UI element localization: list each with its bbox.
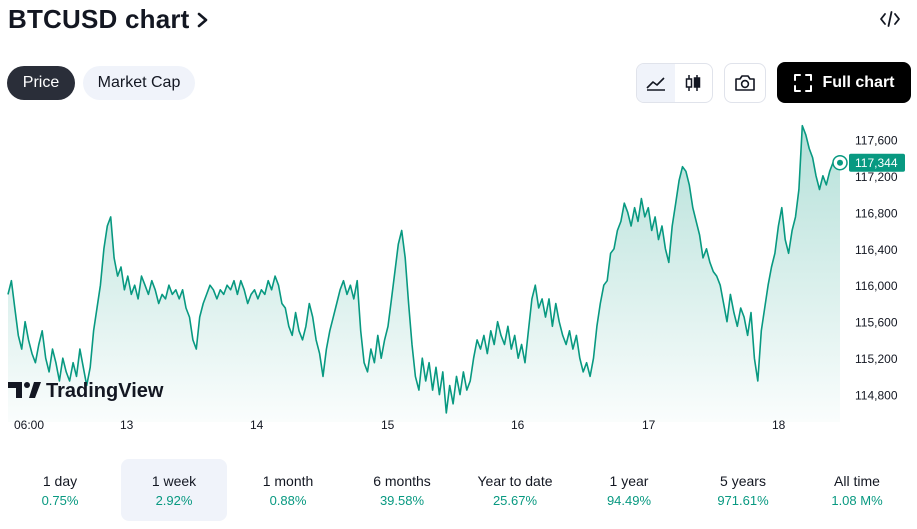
period-all-time[interactable]: All time 1.08 M% <box>804 459 910 521</box>
x-tick-label: 17 <box>642 418 656 432</box>
last-price-label: 117,344 <box>855 156 898 170</box>
y-tick-label: 117,200 <box>855 170 898 184</box>
period-label: 6 months <box>373 473 431 489</box>
y-tick-label: 116,400 <box>855 243 898 257</box>
full-chart-button[interactable]: Full chart <box>777 62 911 103</box>
period-change: 2.92% <box>155 493 193 508</box>
area-chart-icon <box>646 77 665 91</box>
candlestick-icon <box>686 75 701 91</box>
tab-market-cap[interactable]: Market Cap <box>83 66 195 100</box>
full-chart-label: Full chart <box>822 73 895 91</box>
x-axis-ticks: 06:00 13 14 15 16 17 18 <box>14 418 786 432</box>
period-year-to-date[interactable]: Year to date 25.67% <box>462 459 568 521</box>
period-change: 0.88% <box>269 493 307 508</box>
period-label: Year to date <box>477 473 553 489</box>
snapshot-button[interactable] <box>724 63 766 103</box>
x-tick-label: 18 <box>772 418 786 432</box>
period-label: 1 year <box>609 473 649 489</box>
period-1-day[interactable]: 1 day 0.75% <box>7 459 113 521</box>
y-tick-label: 116,800 <box>855 206 898 220</box>
last-price-badge <box>849 153 905 172</box>
page-title: BTCUSD chart <box>8 4 190 34</box>
camera-icon <box>735 75 755 91</box>
chart-title-link[interactable]: BTCUSD chart <box>8 4 210 35</box>
tradingview-wordmark: TradingView <box>46 380 164 402</box>
candlestick-button[interactable] <box>675 64 713 102</box>
y-tick-label: 116,000 <box>855 279 898 293</box>
period-1-year[interactable]: 1 year 94.49% <box>576 459 682 521</box>
y-tick-label: 117,600 <box>855 133 898 147</box>
area-chart-button[interactable] <box>637 64 675 102</box>
period-change: 25.67% <box>492 493 538 508</box>
x-tick-label: 06:00 <box>14 418 44 432</box>
fullscreen-icon <box>794 73 813 92</box>
period-5-years[interactable]: 5 years 971.61% <box>690 459 796 521</box>
x-tick-label: 13 <box>120 418 134 432</box>
y-tick-label: 114,800 <box>855 389 898 403</box>
y-tick-label: 115,600 <box>855 316 898 330</box>
period-label: 1 month <box>262 473 314 489</box>
last-price-dot <box>837 159 843 166</box>
period-change: 0.75% <box>41 493 79 508</box>
x-tick-label: 16 <box>511 418 525 432</box>
period-label: 5 years <box>720 473 766 489</box>
period-selector: 1 day 0.75% 1 week 2.92% 1 month 0.88% 6 month… <box>0 459 917 521</box>
price-series-line <box>7 124 841 414</box>
price-area-fill <box>8 125 840 422</box>
y-axis-ticks: 117,600 117,200 116,800 116,400 116,000 115,6… <box>855 133 898 402</box>
tradingview-logo: TradingView <box>8 380 164 402</box>
x-tick-label: 15 <box>381 418 395 432</box>
period-1-week[interactable]: 1 week 2.92% <box>121 459 227 521</box>
period-1-month[interactable]: 1 month 0.88% <box>235 459 341 521</box>
y-tick-label: 115,200 <box>855 352 898 366</box>
chevron-right-icon <box>197 12 207 27</box>
tab-price[interactable]: Price <box>7 66 75 100</box>
last-price-marker: 117,344 <box>832 153 905 172</box>
period-change: 39.58% <box>379 493 425 508</box>
period-label: 1 week <box>151 473 197 489</box>
price-chart[interactable]: 117,600 117,200 116,800 116,400 116,000 115,6… <box>0 112 917 442</box>
period-label: 1 day <box>42 473 78 489</box>
period-change: 1.08 M% <box>831 493 883 508</box>
embed-code-icon[interactable] <box>879 9 901 29</box>
period-label: All time <box>834 473 880 489</box>
x-tick-label: 14 <box>250 418 264 432</box>
period-change: 94.49% <box>606 493 652 508</box>
period-change: 971.61% <box>717 493 769 508</box>
chart-style-toggle <box>636 63 713 103</box>
period-6-months[interactable]: 6 months 39.58% <box>349 459 455 521</box>
